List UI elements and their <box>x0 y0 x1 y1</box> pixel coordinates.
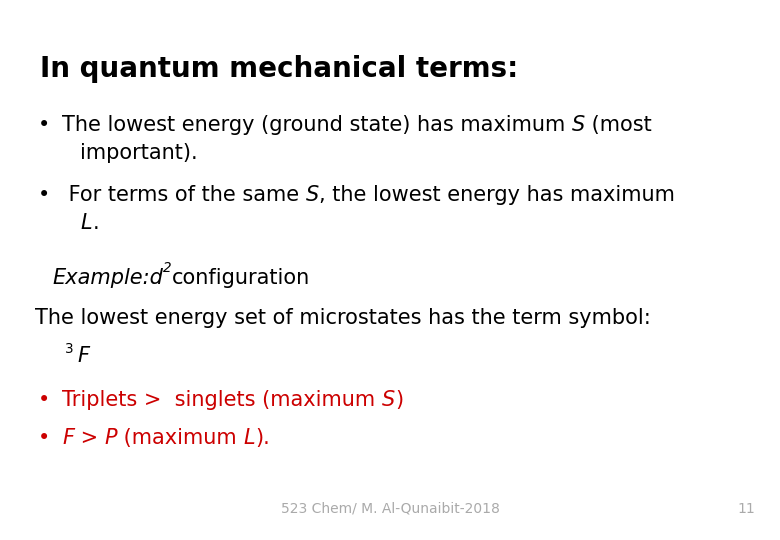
Text: •: • <box>38 115 50 135</box>
Text: L: L <box>80 213 91 233</box>
Text: •: • <box>38 185 50 205</box>
Text: 2: 2 <box>163 261 172 275</box>
Text: S: S <box>572 115 585 135</box>
Text: S: S <box>381 390 395 410</box>
Text: L: L <box>243 428 255 448</box>
Text: ).: ). <box>255 428 270 448</box>
Text: configuration: configuration <box>172 268 310 288</box>
Text: Triplets >  singlets (maximum: Triplets > singlets (maximum <box>62 390 381 410</box>
Text: >: > <box>74 428 105 448</box>
Text: ): ) <box>395 390 403 410</box>
Text: •: • <box>38 390 50 410</box>
Text: The lowest energy (ground state) has maximum: The lowest energy (ground state) has max… <box>62 115 572 135</box>
Text: (maximum: (maximum <box>117 428 243 448</box>
Text: S: S <box>306 185 319 205</box>
Text: 11: 11 <box>737 502 755 516</box>
Text: Example:d: Example:d <box>52 268 163 288</box>
Text: In quantum mechanical terms:: In quantum mechanical terms: <box>40 55 518 83</box>
Text: •: • <box>38 428 50 448</box>
Text: P: P <box>105 428 117 448</box>
Text: For terms of the same: For terms of the same <box>62 185 306 205</box>
Text: F: F <box>62 428 74 448</box>
Text: (most: (most <box>585 115 652 135</box>
Text: 3: 3 <box>65 342 73 356</box>
Text: .: . <box>93 213 100 233</box>
Text: 523 Chem/ M. Al-Qunaibit-2018: 523 Chem/ M. Al-Qunaibit-2018 <box>281 502 499 516</box>
Text: The lowest energy set of microstates has the term symbol:: The lowest energy set of microstates has… <box>35 308 651 328</box>
Text: important).: important). <box>80 143 197 163</box>
Text: , the lowest energy has maximum: , the lowest energy has maximum <box>319 185 675 205</box>
Text: F: F <box>77 346 89 366</box>
